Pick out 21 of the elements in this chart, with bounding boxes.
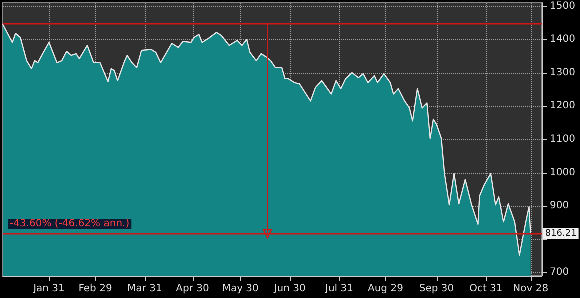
- y-tick-label: 900: [550, 200, 570, 212]
- y-tick-label: 1500: [550, 0, 576, 12]
- x-tick-label: Jul 31: [324, 284, 354, 294]
- annotation: 816.21: [545, 228, 577, 239]
- x-tick-label: Mar 31: [128, 284, 162, 294]
- x-tick-label: Apr 30: [176, 284, 210, 294]
- x-tick-label: May 30: [222, 284, 259, 294]
- y-tick-label: 1200: [550, 100, 576, 112]
- x-tick-label: Aug 29: [368, 284, 404, 294]
- y-tick-label: 700: [550, 267, 570, 278]
- y-tick-label: 1400: [550, 34, 576, 46]
- y-tick-label: 1000: [550, 167, 576, 178]
- y-tick-label: 1300: [550, 67, 576, 78]
- y-tick-label: 1100: [550, 134, 576, 145]
- ref-line-label: -43.60% (-46.62% ann.): [10, 218, 130, 230]
- x-tick-label: Oct 31: [470, 284, 503, 294]
- x-tick-label: Sep 30: [419, 284, 454, 294]
- x-tick-label: Jan 31: [32, 284, 65, 294]
- x-tick-label: Jun 30: [273, 284, 306, 294]
- x-tick-label: Feb 29: [78, 284, 112, 294]
- x-tick-label: Nov 28: [513, 284, 549, 294]
